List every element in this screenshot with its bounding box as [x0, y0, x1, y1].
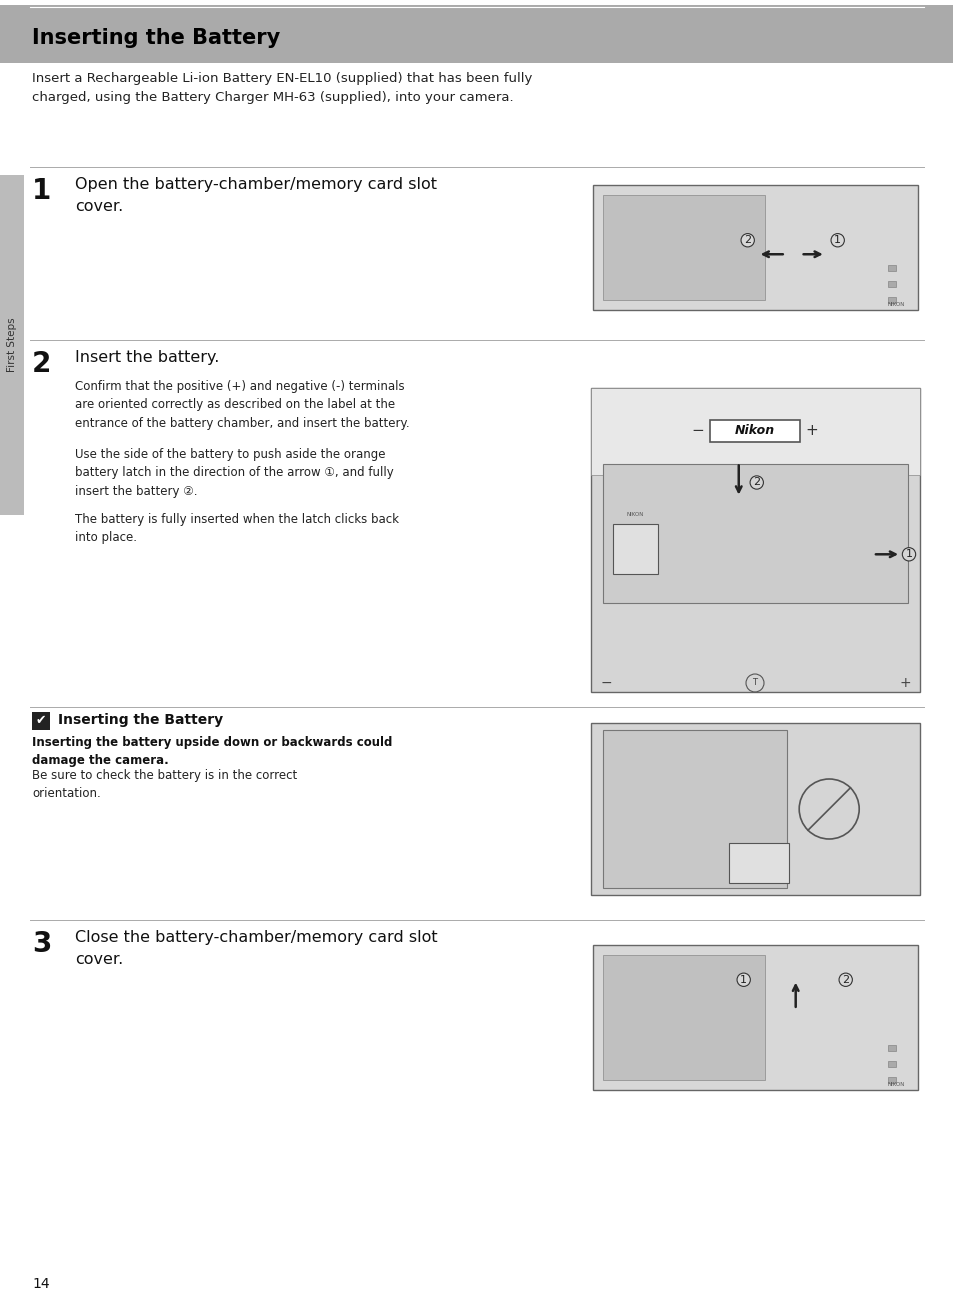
- Text: 1: 1: [904, 549, 911, 560]
- Text: ✔: ✔: [35, 715, 46, 728]
- Bar: [602, 731, 786, 888]
- Text: Be sure to check the battery is in the correct
orientation.: Be sure to check the battery is in the c…: [32, 769, 297, 800]
- Bar: [887, 1077, 895, 1083]
- Text: First Steps: First Steps: [7, 318, 17, 372]
- Text: Nikon: Nikon: [734, 424, 774, 438]
- Text: Use the side of the battery to push aside the orange
battery latch in the direct: Use the side of the battery to push asid…: [75, 448, 394, 498]
- Bar: [887, 297, 895, 304]
- Text: Insert a Rechargeable Li-ion Battery EN-EL10 (supplied) that has been fully
char: Insert a Rechargeable Li-ion Battery EN-…: [32, 72, 532, 104]
- Text: 1: 1: [833, 235, 841, 246]
- Text: NIKON: NIKON: [886, 302, 904, 307]
- Text: The battery is fully inserted when the latch clicks back
into place.: The battery is fully inserted when the l…: [75, 512, 398, 544]
- Bar: [602, 194, 764, 300]
- Bar: [613, 524, 658, 574]
- Bar: [602, 464, 907, 603]
- Text: NIKON: NIKON: [626, 512, 643, 518]
- Text: Inserting the battery upside down or backwards could
damage the camera.: Inserting the battery upside down or bac…: [32, 736, 392, 767]
- Text: Inserting the Battery: Inserting the Battery: [32, 28, 280, 49]
- Text: Open the battery-chamber/memory card slot
cover.: Open the battery-chamber/memory card slo…: [75, 177, 436, 214]
- Text: Confirm that the positive (+) and negative (-) terminals
are oriented correctly : Confirm that the positive (+) and negati…: [75, 380, 409, 430]
- Bar: [709, 420, 800, 442]
- Text: 14: 14: [32, 1277, 50, 1290]
- Text: NIKON: NIKON: [886, 1081, 904, 1087]
- Bar: [0, 5, 953, 63]
- Text: 2: 2: [753, 477, 760, 487]
- Bar: [590, 388, 919, 474]
- Bar: [887, 265, 895, 271]
- Text: T: T: [752, 678, 757, 687]
- Text: 1: 1: [32, 177, 51, 205]
- Bar: [602, 955, 764, 1080]
- Bar: [887, 1060, 895, 1067]
- Bar: [593, 945, 917, 1091]
- Text: 2: 2: [743, 235, 750, 246]
- Bar: [590, 723, 919, 895]
- Text: −: −: [599, 675, 611, 690]
- Text: +: +: [899, 675, 910, 690]
- Bar: [0, 175, 24, 515]
- Text: 2: 2: [841, 975, 848, 984]
- Text: Insert the battery.: Insert the battery.: [75, 350, 219, 365]
- Bar: [728, 844, 788, 883]
- Bar: [887, 1045, 895, 1051]
- Text: Close the battery-chamber/memory card slot
cover.: Close the battery-chamber/memory card sl…: [75, 930, 437, 967]
- Text: 3: 3: [32, 930, 51, 958]
- Text: 1: 1: [740, 975, 746, 984]
- Text: 2: 2: [32, 350, 51, 378]
- Bar: [887, 281, 895, 286]
- Text: Inserting the Battery: Inserting the Battery: [58, 714, 223, 727]
- Bar: [593, 185, 917, 310]
- Bar: [590, 388, 919, 692]
- Text: +: +: [804, 423, 818, 439]
- Bar: [32, 712, 50, 731]
- Text: −: −: [691, 423, 703, 439]
